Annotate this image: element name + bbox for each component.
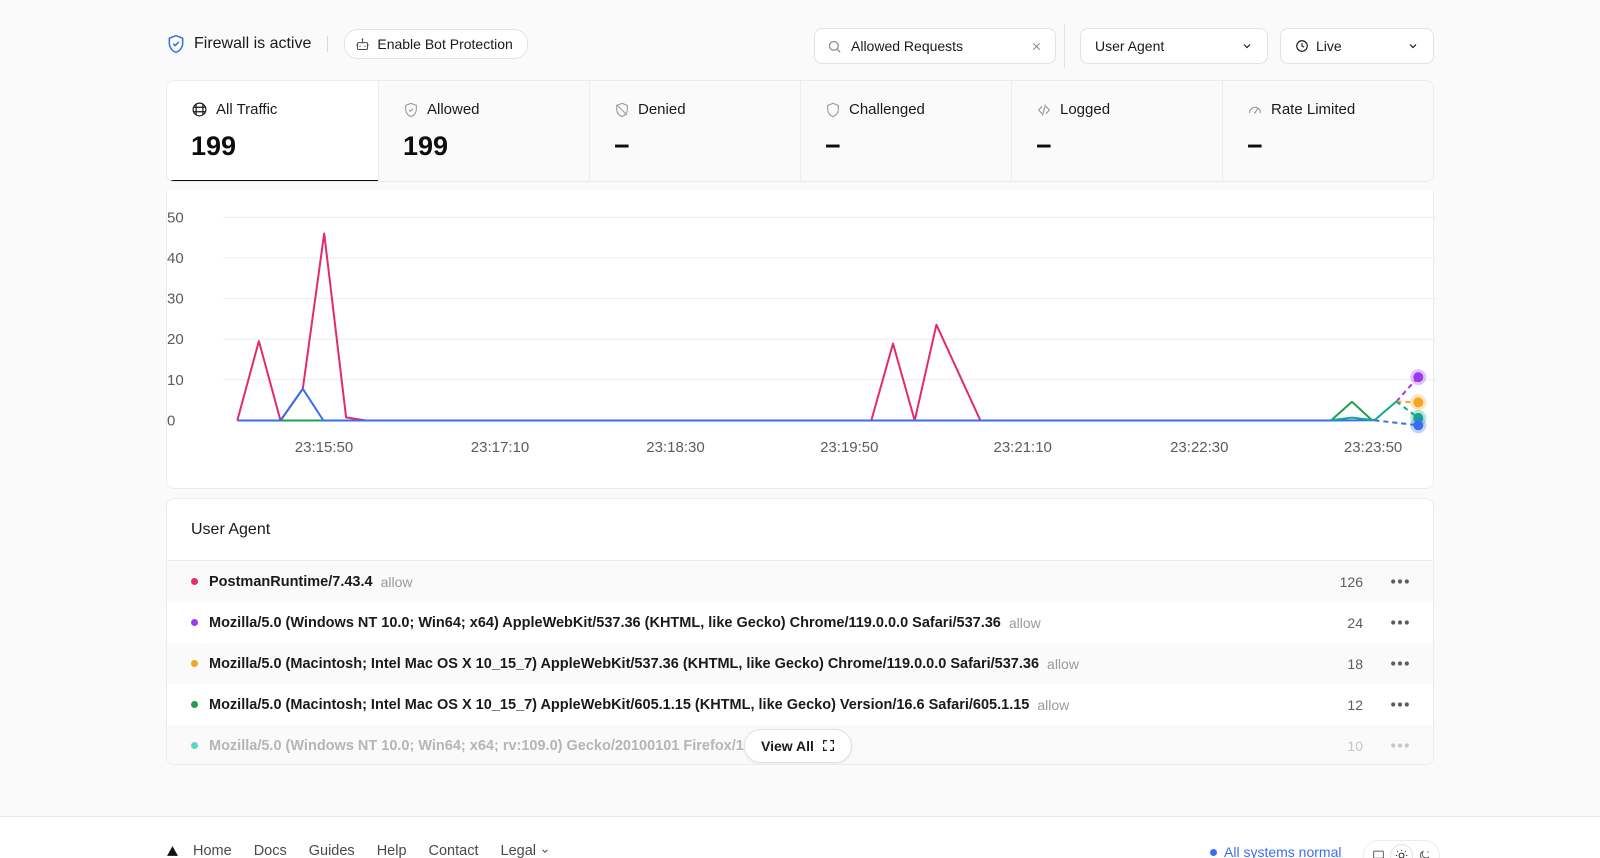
svg-text:23:22:30: 23:22:30: [1170, 439, 1228, 456]
svg-text:0: 0: [167, 413, 175, 430]
svg-text:23:21:10: 23:21:10: [994, 439, 1052, 456]
svg-text:50: 50: [167, 209, 184, 226]
svg-text:23:17:10: 23:17:10: [471, 439, 529, 456]
svg-text:10: 10: [167, 372, 184, 389]
svg-text:30: 30: [167, 291, 184, 308]
svg-text:40: 40: [167, 250, 184, 267]
svg-text:23:18:30: 23:18:30: [646, 439, 704, 456]
svg-text:23:15:50: 23:15:50: [295, 439, 353, 456]
svg-text:23:23:50: 23:23:50: [1344, 439, 1402, 456]
svg-text:23:19:50: 23:19:50: [820, 439, 878, 456]
svg-text:20: 20: [167, 331, 184, 348]
